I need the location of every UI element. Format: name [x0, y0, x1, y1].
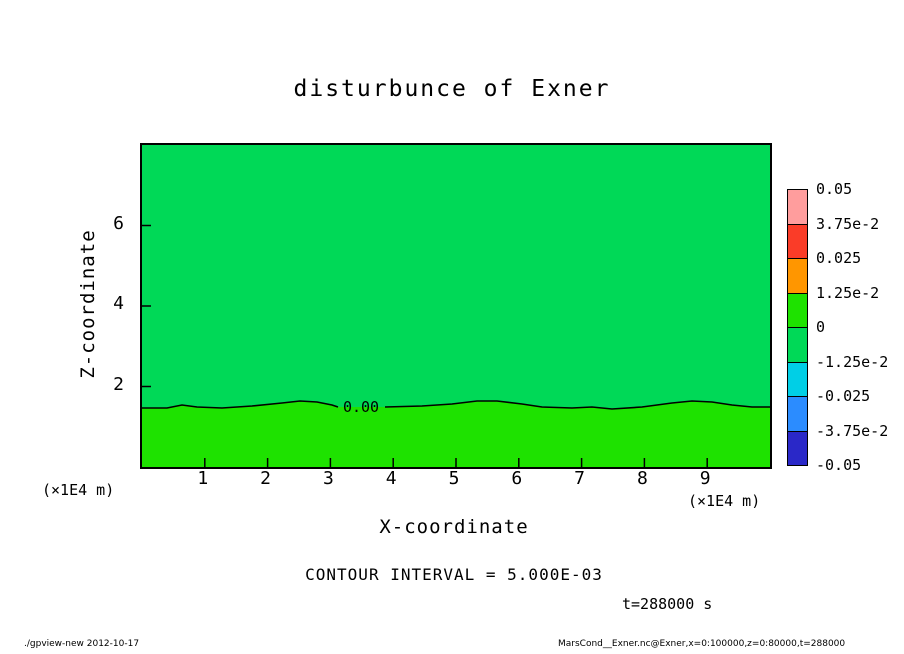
footer-data-source: MarsCond__Exner.nc@Exner,x=0:100000,z=0:… [558, 639, 846, 649]
time-label: t=288000 s [622, 595, 713, 613]
zero-contour-line-right [384, 400, 770, 410]
footer-tool-version: ./gpview-new 2012-10-17 [24, 639, 140, 649]
x-tick-2: 2 [260, 468, 272, 489]
y-tick-6: 6 [113, 212, 124, 234]
y-axis-tick-labels: 6 4 2 [94, 143, 130, 465]
x-axis-unit-right: (×1E4 m) [688, 492, 761, 510]
x-tick-7: 7 [574, 468, 586, 489]
colorbar-cell-7 [787, 430, 808, 466]
y-tick-4: 4 [113, 293, 124, 314]
x-tick-3: 3 [322, 468, 334, 489]
colorbar-cell-5 [787, 361, 808, 397]
y-tick-2: 2 [113, 373, 124, 395]
x-tick-6: 6 [511, 468, 523, 489]
x-tick-8: 8 [636, 468, 648, 489]
colorbar-label-0: 0.05 [816, 180, 853, 198]
colorbar-label-7: -3.75e-2 [816, 421, 889, 440]
contour-plot-svg: 0.00 [142, 145, 770, 467]
x-axis-ticks [204, 458, 708, 467]
x-axis-unit-left: (×1E4 m) [42, 481, 115, 499]
colorbar-label-4: 0 [816, 318, 826, 336]
x-axis-label: X-coordinate [379, 516, 529, 538]
x-tick-5: 5 [448, 468, 460, 489]
y-axis-label: Z-coordinate [77, 229, 99, 379]
colorbar-cell-6 [787, 396, 808, 432]
colorbar-cell-0 [787, 189, 808, 225]
colorbar-cell-4 [787, 327, 808, 363]
colorbar [787, 189, 808, 466]
x-tick-4: 4 [385, 468, 397, 489]
zero-contour-line-left [142, 400, 339, 409]
chart-title: disturbunce of Exner [293, 76, 611, 102]
colorbar-labels: 0.05 3.75e-2 0.025 1.25e-2 0 -1.25e-2 -0… [816, 180, 904, 474]
colorbar-label-5: -1.25e-2 [816, 352, 889, 371]
colorbar-label-3: 1.25e-2 [816, 283, 880, 302]
x-axis-tick-labels: 1 2 3 4 5 6 7 8 9 [140, 468, 768, 490]
colorbar-label-6: -0.025 [816, 387, 871, 405]
x-tick-9: 9 [699, 468, 711, 489]
plot-area: 0.00 [140, 143, 772, 469]
colorbar-cell-3 [787, 292, 808, 328]
zero-contour-label: 0.00 [343, 398, 379, 416]
field-region-lower [142, 401, 770, 467]
y-axis-ticks [142, 224, 151, 388]
contour-interval-label: CONTOUR INTERVAL = 5.000E-03 [305, 565, 603, 584]
colorbar-label-1: 3.75e-2 [816, 214, 880, 233]
colorbar-cell-2 [787, 258, 808, 294]
colorbar-label-2: 0.025 [816, 249, 862, 267]
colorbar-cell-1 [787, 223, 808, 259]
x-tick-1: 1 [197, 468, 209, 489]
colorbar-label-8: -0.05 [816, 456, 862, 474]
